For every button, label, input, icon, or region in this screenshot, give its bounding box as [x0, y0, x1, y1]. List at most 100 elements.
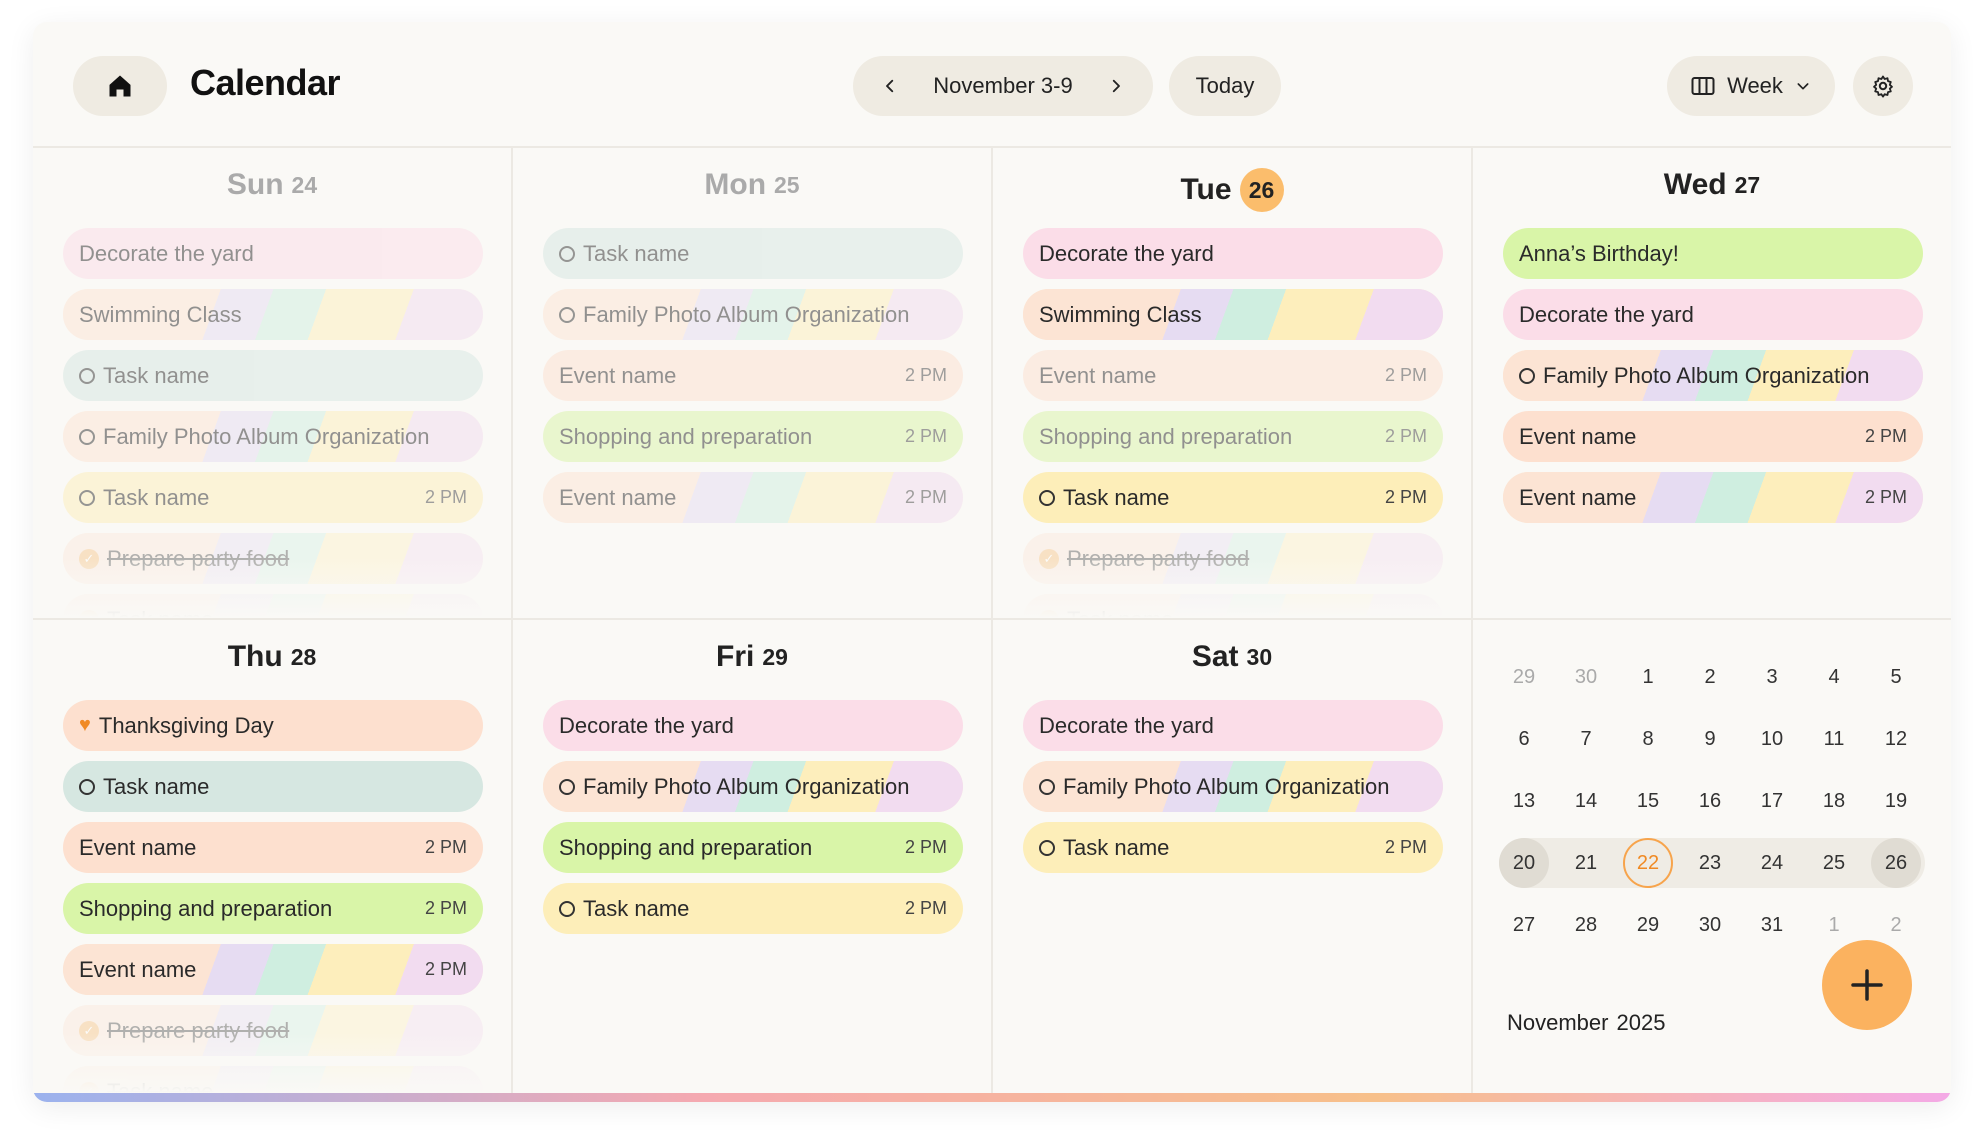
event-chip[interactable]: Anna’s Birthday!: [1503, 228, 1923, 279]
mini-day[interactable]: 17: [1760, 789, 1784, 812]
mini-day[interactable]: 20: [1499, 838, 1549, 888]
event-chip[interactable]: Decorate the yard: [1023, 700, 1443, 751]
event-chip[interactable]: Family Photo Album Organization: [63, 411, 483, 462]
mini-day[interactable]: 14: [1574, 789, 1598, 812]
event-chip[interactable]: Decorate the yard: [543, 700, 963, 751]
task-circle-icon[interactable]: [79, 778, 95, 795]
task-circle-icon[interactable]: [1039, 489, 1055, 506]
view-selector[interactable]: Week: [1667, 56, 1835, 116]
mini-day[interactable]: 27: [1512, 913, 1536, 936]
mini-day[interactable]: 30: [1698, 913, 1722, 936]
event-chip[interactable]: Event name 2 PM: [63, 822, 483, 873]
day-header[interactable]: Sun 24: [33, 168, 511, 202]
mini-calendar: 29 30 1 2 3 4 5 6 7 8 9 10 11 12 13 14 15 16 17 18 19 20 21 22 2…: [1473, 620, 1951, 1093]
mini-day[interactable]: 9: [1704, 727, 1716, 750]
event-chip[interactable]: Event name 2 PM: [543, 472, 963, 523]
mini-day[interactable]: 23: [1698, 851, 1722, 874]
task-circle-icon[interactable]: [559, 245, 575, 262]
mini-day[interactable]: 29: [1512, 665, 1536, 688]
event-chip[interactable]: Decorate the yard: [63, 228, 483, 279]
event-chip[interactable]: Task name: [63, 350, 483, 401]
day-header[interactable]: Mon 25: [513, 168, 991, 202]
mini-day[interactable]: 7: [1580, 727, 1592, 750]
event-chip[interactable]: Family Photo Album Organization: [1023, 761, 1443, 812]
mini-day[interactable]: 19: [1884, 789, 1908, 812]
mini-day[interactable]: 21: [1574, 851, 1598, 874]
task-circle-icon[interactable]: [559, 900, 575, 917]
mini-day[interactable]: 3: [1766, 665, 1778, 688]
mini-day[interactable]: 6: [1518, 727, 1530, 750]
today-button[interactable]: Today: [1169, 56, 1281, 116]
mini-day[interactable]: 26: [1871, 838, 1921, 888]
mini-day[interactable]: 30: [1574, 665, 1598, 688]
event-chip[interactable]: Swimming Class: [1023, 289, 1443, 340]
event-content: Swimming Class: [79, 302, 467, 328]
task-circle-icon[interactable]: [1039, 839, 1055, 856]
task-circle-icon[interactable]: [79, 428, 95, 445]
mini-day[interactable]: 8: [1642, 727, 1654, 750]
event-chip[interactable]: Shopping and preparation 2 PM: [1023, 411, 1443, 462]
event-chip[interactable]: Task name 2 PM: [63, 472, 483, 523]
event-chip[interactable]: Shopping and preparation 2 PM: [543, 822, 963, 873]
event-chip[interactable]: Event name 2 PM: [63, 944, 483, 995]
event-chip[interactable]: Shopping and preparation 2 PM: [63, 883, 483, 934]
day-cell-fri: Fri 29 Decorate the yard Family Photo Album…: [513, 620, 993, 1093]
mini-day[interactable]: 2: [1890, 913, 1902, 936]
mini-day[interactable]: 11: [1823, 727, 1845, 750]
event-chip[interactable]: ♥ Thanksgiving Day: [63, 700, 483, 751]
event-time: 2 PM: [904, 487, 947, 507]
mini-day[interactable]: 1: [1642, 665, 1654, 688]
mini-day[interactable]: 22: [1623, 838, 1673, 888]
event-chip[interactable]: Event name 2 PM: [1023, 350, 1443, 401]
event-chip[interactable]: Event name 2 PM: [1503, 472, 1923, 523]
event-chip[interactable]: Task name: [543, 228, 963, 279]
event-chip[interactable]: Task name: [63, 761, 483, 812]
event-chip[interactable]: Event name 2 PM: [543, 350, 963, 401]
event-chip[interactable]: Decorate the yard: [1503, 289, 1923, 340]
day-header[interactable]: Thu 28: [33, 640, 511, 674]
mini-day[interactable]: 10: [1760, 727, 1784, 750]
event-chip[interactable]: Task name 2 PM: [543, 883, 963, 934]
home-button[interactable]: [73, 56, 167, 116]
mini-day[interactable]: 15: [1636, 789, 1660, 812]
event-chip[interactable]: Decorate the yard: [1023, 228, 1443, 279]
mini-day[interactable]: 18: [1822, 789, 1846, 812]
prev-week-button[interactable]: [873, 69, 907, 103]
mini-day[interactable]: 1: [1828, 913, 1840, 936]
next-week-button[interactable]: [1099, 69, 1133, 103]
mini-day[interactable]: 12: [1884, 727, 1908, 750]
task-circle-icon[interactable]: [559, 306, 575, 323]
day-header[interactable]: Fri 29: [513, 640, 991, 674]
mini-day[interactable]: 31: [1760, 913, 1784, 936]
settings-button[interactable]: [1853, 56, 1913, 116]
mini-day[interactable]: 16: [1698, 789, 1722, 812]
day-header[interactable]: Wed 27: [1473, 168, 1951, 202]
day-header[interactable]: Sat 30: [993, 640, 1471, 674]
event-chip[interactable]: Family Photo Album Organization: [543, 761, 963, 812]
mini-day[interactable]: 24: [1760, 851, 1784, 874]
mini-day[interactable]: 25: [1822, 851, 1846, 874]
task-circle-icon[interactable]: [79, 489, 95, 506]
event-chip[interactable]: Task name 2 PM: [1023, 472, 1443, 523]
event-chip[interactable]: Event name 2 PM: [1503, 411, 1923, 462]
event-chip[interactable]: Family Photo Album Organization: [543, 289, 963, 340]
event-chip[interactable]: Task name 2 PM: [1023, 822, 1443, 873]
event-title: Task name: [103, 484, 210, 510]
mini-day[interactable]: 28: [1574, 913, 1598, 936]
event-chip[interactable]: Swimming Class: [63, 289, 483, 340]
event-list: Task name Family Photo Album Organization…: [543, 228, 963, 533]
mini-day[interactable]: 2: [1704, 665, 1716, 688]
task-circle-icon[interactable]: [1039, 778, 1055, 795]
mini-day[interactable]: 4: [1828, 665, 1840, 688]
event-chip[interactable]: Family Photo Album Organization: [1503, 350, 1923, 401]
task-circle-icon[interactable]: [79, 367, 95, 384]
task-circle-icon[interactable]: [559, 778, 575, 795]
mini-day[interactable]: 13: [1512, 789, 1536, 812]
day-header[interactable]: Tue 26: [993, 168, 1471, 212]
event-chip[interactable]: Shopping and preparation 2 PM: [543, 411, 963, 462]
add-event-button[interactable]: [1822, 940, 1912, 1030]
day-name: Sat: [1191, 640, 1239, 673]
task-circle-icon[interactable]: [1519, 367, 1535, 384]
mini-day[interactable]: 29: [1636, 913, 1660, 936]
mini-day[interactable]: 5: [1890, 665, 1902, 688]
